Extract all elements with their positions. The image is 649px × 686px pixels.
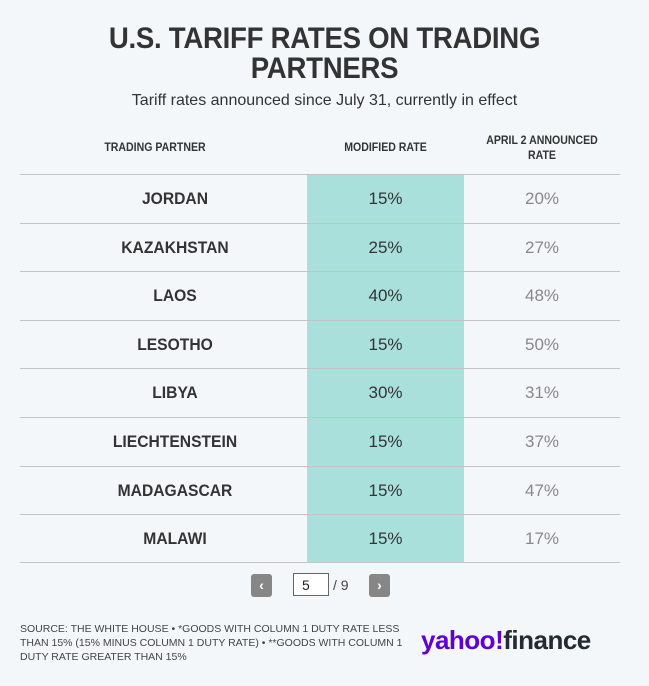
partner-cell: JORDAN [141,189,209,208]
partner-cell: LAOS [153,286,197,306]
modified-rate-cell: 15% [368,334,403,354]
title-line-1: U.S. TARIFF RATES ON TRADING [108,22,541,55]
april2-rate-cell: 50% [524,334,560,354]
header-modified-rate: MODIFIED RATE [344,140,427,154]
source-note: SOURCE: THE WHITE HOUSE • *GOODS WITH CO… [20,623,403,663]
april2-rate-cell: 47% [524,480,560,500]
table-row: MALAWI 15% 17% [20,514,620,563]
april2-rate-cell: 48% [524,286,560,306]
next-page-button[interactable]: › [369,574,390,597]
title-line-2: PARTNERS [250,52,399,85]
partner-cell: LIECHTENSTEIN [112,432,238,451]
logo-finance: finance [503,625,591,655]
header-april2-line-2: RATE [528,148,556,162]
april2-rate-cell: 27% [524,237,560,257]
modified-rate-cell: 30% [368,383,403,403]
modified-rate-cell: 40% [368,286,403,306]
april2-rate-cell: 20% [524,189,560,208]
table-row: JORDAN 15% 20% [20,174,620,223]
partner-cell: MADAGASCAR [117,480,233,500]
table-row: LESOTHO 15% 50% [20,319,620,369]
partner-cell: MALAWI [143,529,207,549]
partner-cell: KAZAKHSTAN [121,237,229,257]
modified-rate-cell: 15% [368,529,403,549]
header-trading-partner: TRADING PARTNER [104,140,206,154]
modified-rate-cell: 25% [368,237,403,257]
modified-rate-cell: 15% [368,189,403,208]
page-title: U.S. TARIFF RATES ON TRADING PARTNERS [26,24,623,84]
header-april2-rate: APRIL 2 ANNOUNCED RATE [473,133,610,163]
page-total: / 9 [333,577,349,593]
header-april2-line-1: APRIL 2 ANNOUNCED [486,133,598,147]
partner-cell: LIBYA [152,383,198,403]
table-row: LAOS 40% 48% [20,271,620,320]
yahoo-finance-logo: yahoo!finance [421,625,591,655]
table-row: LIECHTENSTEIN 15% 37% [20,417,620,466]
logo-yahoo: yahoo! [421,625,504,655]
prev-page-button[interactable]: ‹ [251,574,272,597]
table-row: MADAGASCAR 15% 47% [20,465,620,515]
april2-rate-cell: 31% [524,383,560,403]
april2-rate-cell: 37% [524,432,560,451]
page-number-input[interactable] [293,573,329,596]
modified-rate-cell: 15% [368,432,403,451]
modified-rate-cell: 15% [368,480,403,500]
partner-cell: LESOTHO [137,334,213,354]
table-row: KAZAKHSTAN 25% 27% [20,222,620,272]
subtitle: Tariff rates announced since July 31, cu… [131,92,518,109]
april2-rate-cell: 17% [524,529,560,549]
table-row: LIBYA 30% 31% [20,368,620,417]
